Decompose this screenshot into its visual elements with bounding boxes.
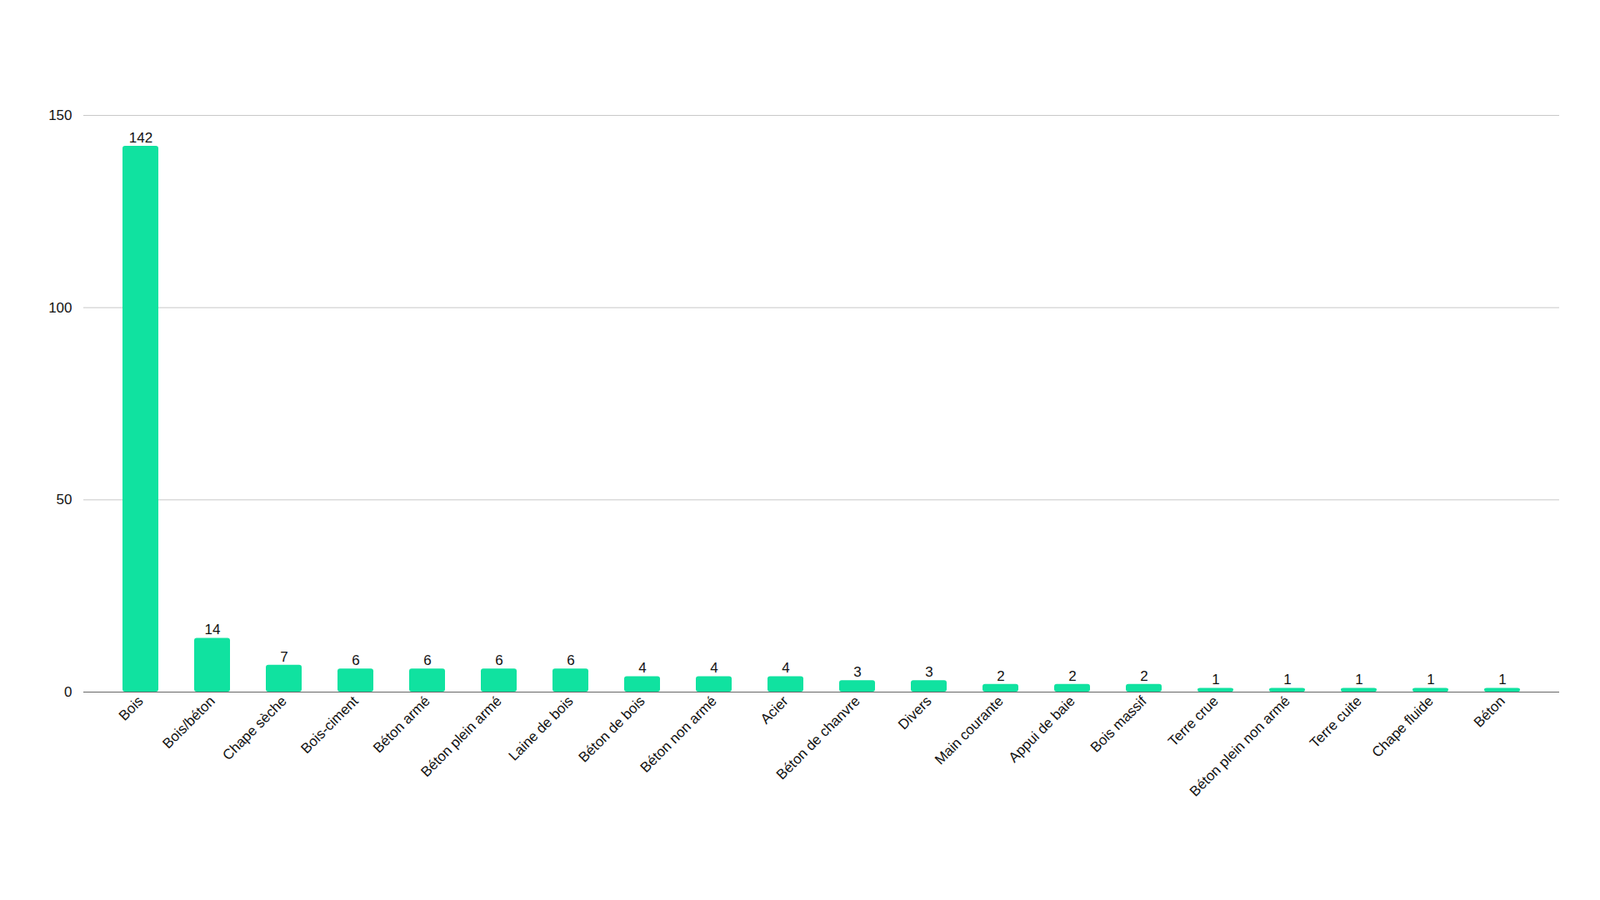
svg-text:Béton: Béton bbox=[1470, 693, 1509, 731]
svg-text:2: 2 bbox=[1068, 668, 1076, 685]
svg-text:Bois-ciment: Bois-ciment bbox=[297, 693, 361, 757]
svg-text:2: 2 bbox=[996, 668, 1005, 685]
svg-text:Béton de bois: Béton de bois bbox=[575, 693, 649, 766]
svg-text:14: 14 bbox=[205, 621, 221, 638]
svg-text:Béton plein armé: Béton plein armé bbox=[417, 693, 505, 780]
svg-text:4: 4 bbox=[781, 660, 790, 676]
svg-text:Bois/béton: Bois/béton bbox=[159, 693, 218, 752]
svg-text:Acier: Acier bbox=[757, 693, 792, 728]
svg-text:Béton armé: Béton armé bbox=[370, 693, 434, 757]
svg-text:1: 1 bbox=[1211, 671, 1220, 688]
svg-text:6: 6 bbox=[495, 652, 503, 669]
svg-text:6: 6 bbox=[566, 652, 575, 669]
svg-text:100: 100 bbox=[48, 300, 72, 316]
svg-text:4: 4 bbox=[638, 660, 646, 676]
svg-text:6: 6 bbox=[423, 652, 431, 669]
svg-text:150: 150 bbox=[48, 107, 72, 124]
svg-text:6: 6 bbox=[351, 652, 360, 669]
svg-text:Chape fluide: Chape fluide bbox=[1369, 693, 1437, 761]
svg-text:Bois massif: Bois massif bbox=[1087, 693, 1150, 756]
svg-text:Terre crue: Terre crue bbox=[1165, 693, 1222, 750]
svg-text:Appui de baie: Appui de baie bbox=[1005, 693, 1079, 766]
svg-text:Chape sèche: Chape sèche bbox=[219, 693, 290, 764]
svg-text:Béton non armé: Béton non armé bbox=[637, 693, 720, 776]
svg-text:7: 7 bbox=[280, 649, 288, 665]
svg-text:4: 4 bbox=[710, 660, 718, 676]
svg-text:Divers: Divers bbox=[895, 693, 935, 733]
svg-text:Laine de bois: Laine de bois bbox=[505, 693, 577, 765]
svg-text:0: 0 bbox=[64, 684, 72, 700]
svg-text:1: 1 bbox=[1355, 671, 1363, 688]
svg-text:3: 3 bbox=[853, 664, 861, 680]
svg-text:1: 1 bbox=[1426, 671, 1435, 688]
svg-text:Terre cuite: Terre cuite bbox=[1306, 693, 1365, 752]
svg-text:Béton plein non armé: Béton plein non armé bbox=[1186, 693, 1294, 800]
svg-text:3: 3 bbox=[925, 664, 933, 680]
svg-text:Main courante: Main courante bbox=[931, 693, 1007, 769]
svg-text:1: 1 bbox=[1283, 671, 1291, 688]
svg-text:2: 2 bbox=[1140, 668, 1148, 685]
svg-text:50: 50 bbox=[56, 491, 73, 508]
svg-text:142: 142 bbox=[129, 130, 153, 146]
svg-text:1: 1 bbox=[1498, 671, 1506, 688]
svg-text:Béton de chanvre: Béton de chanvre bbox=[773, 693, 864, 784]
svg-text:Bois: Bois bbox=[115, 693, 147, 725]
